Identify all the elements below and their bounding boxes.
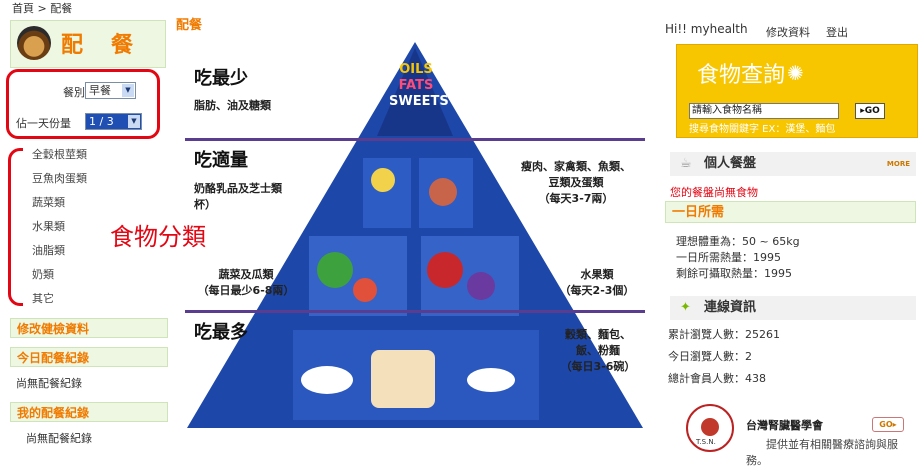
category-brace: [8, 148, 23, 306]
sponsor-name[interactable]: 台灣腎臟醫學會: [746, 419, 823, 432]
today-views: 今日瀏覽人數：2: [668, 350, 752, 363]
today-log-header[interactable]: 今日配餐紀錄: [10, 347, 168, 367]
stats-title: 連線資訊: [704, 300, 757, 315]
member-count: 總計會員人數：438: [668, 372, 766, 385]
kidney-society-logo: T.S.N.: [686, 404, 734, 452]
today-log-empty: 尚無配餐紀錄: [16, 377, 82, 390]
apex-fats: FATS: [398, 78, 434, 93]
greeting: Hi!! myhealth: [665, 22, 748, 36]
rice-bowl-shape: [467, 368, 515, 392]
chevron-down-icon: ▼: [128, 115, 140, 128]
lettuce-shape: [317, 252, 353, 288]
category-item-fruits[interactable]: 水果類: [32, 220, 65, 233]
remaining-calories: 剩餘可攝取熱量：1995: [676, 267, 792, 280]
category-item-protein[interactable]: 豆魚肉蛋類: [32, 172, 87, 185]
edit-profile-link[interactable]: 修改資料: [766, 26, 810, 39]
daily-calories: 一日所需熱量：1995: [676, 251, 781, 264]
apex-sweets: SWEETS: [389, 94, 449, 109]
meal-type-select[interactable]: 早餐 ▼: [85, 82, 136, 99]
category-item-dairy[interactable]: 奶類: [32, 268, 54, 281]
food-search-go-button[interactable]: ▸GO: [855, 103, 885, 119]
food-search-hint: 搜尋食物關鍵字 EX：漢堡、麵包: [689, 124, 836, 135]
apex-label: OILS FATS SWEETS: [389, 62, 449, 110]
tier-desc-fruits: 水果類 （每天2-3個）: [559, 268, 635, 297]
my-log-empty: 尚無配餐紀錄: [26, 432, 92, 445]
category-item-fats[interactable]: 油脂類: [32, 244, 65, 257]
meal-type-label: 餐別: [63, 86, 85, 99]
breadcrumb[interactable]: 首頁 > 配餐: [12, 2, 73, 15]
sponsor-go-button[interactable]: GO▸: [872, 417, 904, 432]
sparkle-icon: ✦: [680, 300, 691, 315]
bread-shape: [371, 350, 435, 408]
cheese-shape: [371, 168, 395, 192]
tier-desc-vegetables: 蔬菜及瓜類 （每日最少6-8兩）: [197, 268, 295, 297]
tier-title-least: 吃最少: [194, 68, 248, 89]
logo-text: 配餐: [61, 33, 162, 58]
sponsor-description: 提供並有相關醫療諮詢與服務。: [746, 438, 898, 467]
food-search-title: 食物查詢: [697, 63, 786, 88]
personal-plate-header: ☕ 個人餐盤 MORE: [670, 152, 916, 176]
apple-shape: [427, 252, 463, 288]
portion-select[interactable]: 1 / 3 ▼: [85, 113, 142, 130]
chevron-down-icon: ▼: [122, 84, 134, 97]
cereal-bowl-shape: [301, 366, 353, 394]
logout-link[interactable]: 登出: [826, 26, 848, 39]
tier-desc-dairy: 奶酪乳品及芝士類 杯）: [194, 182, 282, 211]
ideal-weight: 理想體重為：50 ~ 65kg: [676, 235, 800, 248]
tier-desc-meat: 瘦肉、家禽類、魚類、 豆類及蛋類 （每天3-7兩）: [521, 160, 631, 205]
cup-icon: ☕: [680, 156, 692, 171]
plate-empty-note: 您的餐盤尚無食物: [670, 186, 758, 199]
edit-health-link[interactable]: 修改健檢資料: [10, 318, 168, 338]
more-link[interactable]: MORE: [886, 160, 910, 168]
highlight-outline: [6, 69, 160, 139]
meal-type-value: 早餐: [89, 84, 111, 97]
category-item-other[interactable]: 其它: [32, 292, 54, 305]
pyramid-apex: [377, 48, 453, 136]
dairy-food-art: [363, 158, 411, 228]
logo-seal-text: T.S.N.: [696, 438, 716, 446]
portion-value: 1 / 3: [89, 115, 114, 128]
stats-header: ✦ 連線資訊: [670, 296, 916, 320]
personal-plate-title: 個人餐盤: [704, 156, 757, 171]
tier-title-most: 吃最多: [194, 322, 248, 343]
my-log-header[interactable]: 我的配餐紀錄: [10, 402, 168, 422]
category-item-vegetables[interactable]: 蔬菜類: [32, 196, 65, 209]
food-search-panel: 食物查詢 ✺ 請輸入食物名稱 ▸GO 搜尋食物關鍵字 EX：漢堡、麵包: [676, 44, 918, 138]
grape-shape: [467, 272, 495, 300]
soup-bowl-icon: [17, 26, 51, 60]
category-annotation: 食物分類: [110, 223, 206, 251]
portion-label: 佔一天份量: [16, 117, 71, 130]
category-item-grains[interactable]: 全穀根莖類: [32, 148, 87, 161]
total-views: 累計瀏覽人數：25261: [668, 328, 780, 341]
tomato-shape: [353, 278, 377, 302]
page-title: 配餐: [176, 18, 203, 33]
kidney-icon: [701, 418, 719, 436]
tier-desc-least: 脂肪、油及糖類: [194, 99, 271, 112]
meal-logo: 配餐: [10, 20, 166, 68]
food-pyramid: [187, 42, 643, 428]
tier-desc-grains: 穀類、麵包、 飯、粉麵 （每日3-6碗）: [560, 328, 636, 373]
meat-shape: [429, 178, 457, 206]
food-search-input[interactable]: 請輸入食物名稱: [689, 103, 839, 119]
tier-divider: [185, 310, 645, 313]
swirl-icon: ✺: [787, 61, 804, 85]
tier-divider: [185, 138, 645, 141]
daily-needs-header: 一日所需: [665, 201, 916, 223]
apex-oils: OILS: [399, 62, 433, 77]
tier-title-moderate: 吃適量: [194, 150, 248, 171]
